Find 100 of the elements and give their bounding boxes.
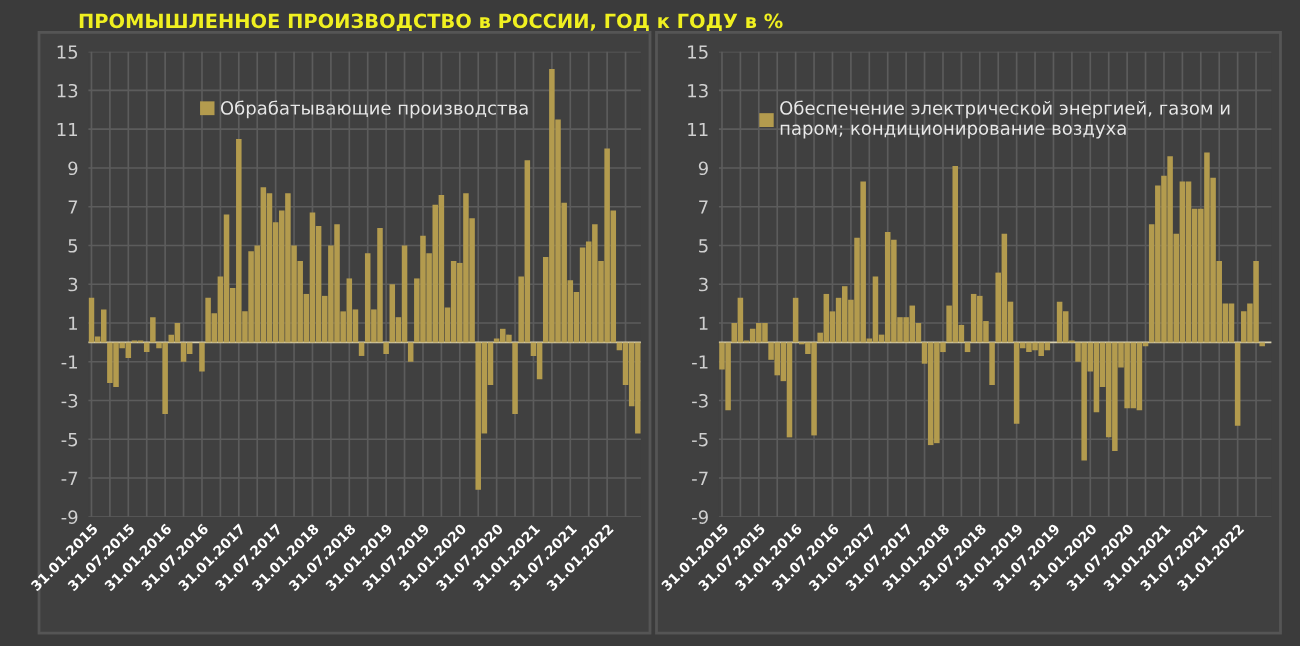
bar bbox=[1241, 311, 1247, 343]
bar bbox=[1136, 342, 1143, 411]
y-tick-label: -3 bbox=[692, 393, 708, 408]
y-tick-label: 3 bbox=[68, 277, 78, 292]
bar bbox=[952, 166, 959, 343]
bar bbox=[1167, 156, 1173, 343]
y-tick-label: -1 bbox=[61, 355, 78, 369]
bar bbox=[125, 342, 132, 358]
bar bbox=[1253, 260, 1259, 343]
bar bbox=[970, 293, 977, 343]
bar bbox=[989, 342, 995, 386]
y-tick-label: 7 bbox=[68, 200, 78, 214]
chart-title: ПРОМЫШЛЕННОЕ ПРОИЗВОДСТВО в РОССИИ, ГОД к ГОДУ в % bbox=[79, 13, 783, 32]
y-tick-label: 3 bbox=[699, 277, 708, 292]
bar bbox=[266, 193, 273, 343]
bar bbox=[964, 342, 971, 353]
y-tick-label: 1 bbox=[69, 316, 78, 330]
y-tick-label: 9 bbox=[68, 161, 78, 176]
y-tick-label: -7 bbox=[61, 471, 78, 485]
bar bbox=[756, 323, 762, 343]
bar bbox=[762, 323, 768, 343]
bar bbox=[500, 328, 506, 343]
bar bbox=[260, 187, 267, 343]
y-tick-label: 15 bbox=[688, 45, 708, 59]
bar bbox=[377, 228, 383, 343]
bar bbox=[1124, 342, 1130, 409]
bar bbox=[1112, 342, 1118, 451]
bar bbox=[774, 342, 780, 376]
bar bbox=[475, 342, 481, 490]
bar bbox=[1013, 342, 1020, 424]
y-tick-label: 5 bbox=[68, 239, 78, 253]
bar bbox=[1026, 342, 1032, 353]
legend-label: Обрабатывающие производства bbox=[220, 100, 528, 119]
y-tick-label: 13 bbox=[688, 83, 708, 98]
y-tick-label: 11 bbox=[57, 122, 78, 137]
bar bbox=[1204, 152, 1210, 343]
y-tick-label: -9 bbox=[692, 510, 708, 524]
bar bbox=[309, 212, 316, 343]
bar bbox=[512, 342, 518, 415]
bar bbox=[1081, 342, 1087, 461]
bar bbox=[450, 260, 457, 343]
bar bbox=[113, 342, 119, 387]
bar bbox=[934, 342, 940, 444]
bar bbox=[841, 286, 848, 343]
y-tick-label: 5 bbox=[699, 239, 708, 253]
y-tick-label: -3 bbox=[61, 393, 78, 408]
bar bbox=[383, 342, 389, 355]
y-tick-label: -9 bbox=[61, 510, 78, 524]
bar bbox=[1044, 342, 1051, 351]
bar bbox=[811, 342, 817, 436]
y-tick-label: 7 bbox=[699, 200, 708, 214]
bar bbox=[358, 342, 365, 356]
bar bbox=[860, 181, 866, 343]
bar bbox=[401, 245, 408, 343]
bar bbox=[186, 342, 193, 355]
bar bbox=[1130, 342, 1137, 409]
legend-label: Обеспечение электрической энергией, газом и паром; кондиционирование воздуха bbox=[780, 100, 1230, 139]
bar bbox=[463, 193, 469, 343]
bar bbox=[334, 224, 340, 343]
bar bbox=[438, 195, 445, 343]
bar bbox=[786, 342, 793, 438]
y-tick-label: 11 bbox=[688, 122, 708, 137]
bar bbox=[223, 214, 230, 343]
bar bbox=[536, 342, 543, 380]
y-tick-label: 15 bbox=[57, 45, 78, 59]
bar bbox=[1179, 181, 1186, 343]
bar bbox=[1032, 342, 1038, 351]
y-tick-label: -1 bbox=[692, 355, 708, 369]
bar bbox=[1185, 181, 1192, 343]
bar bbox=[1234, 342, 1241, 426]
y-tick-label: -7 bbox=[692, 471, 708, 485]
bar bbox=[891, 239, 897, 343]
bar bbox=[604, 148, 610, 343]
bar bbox=[579, 247, 586, 343]
bar bbox=[635, 342, 641, 434]
bar bbox=[236, 138, 242, 343]
bar bbox=[143, 342, 150, 353]
bar bbox=[248, 251, 254, 343]
bar bbox=[364, 253, 371, 343]
bar bbox=[549, 69, 555, 343]
bar bbox=[100, 309, 107, 343]
bar bbox=[107, 342, 113, 384]
bar bbox=[199, 342, 205, 372]
bar bbox=[420, 235, 426, 343]
bar bbox=[823, 293, 830, 343]
bar bbox=[180, 342, 187, 362]
bar bbox=[977, 295, 983, 343]
bar bbox=[884, 231, 891, 343]
bar bbox=[725, 342, 731, 411]
bar bbox=[205, 297, 211, 343]
y-tick-label: 13 bbox=[57, 83, 78, 98]
bar bbox=[162, 342, 168, 415]
bar bbox=[592, 224, 598, 343]
bar bbox=[927, 342, 934, 446]
bar bbox=[407, 342, 414, 362]
bar bbox=[1038, 342, 1044, 356]
y-tick-label: 1 bbox=[699, 316, 708, 330]
bar bbox=[1001, 233, 1008, 343]
y-tick-label: -5 bbox=[692, 432, 708, 447]
y-tick-label: 9 bbox=[698, 161, 708, 176]
